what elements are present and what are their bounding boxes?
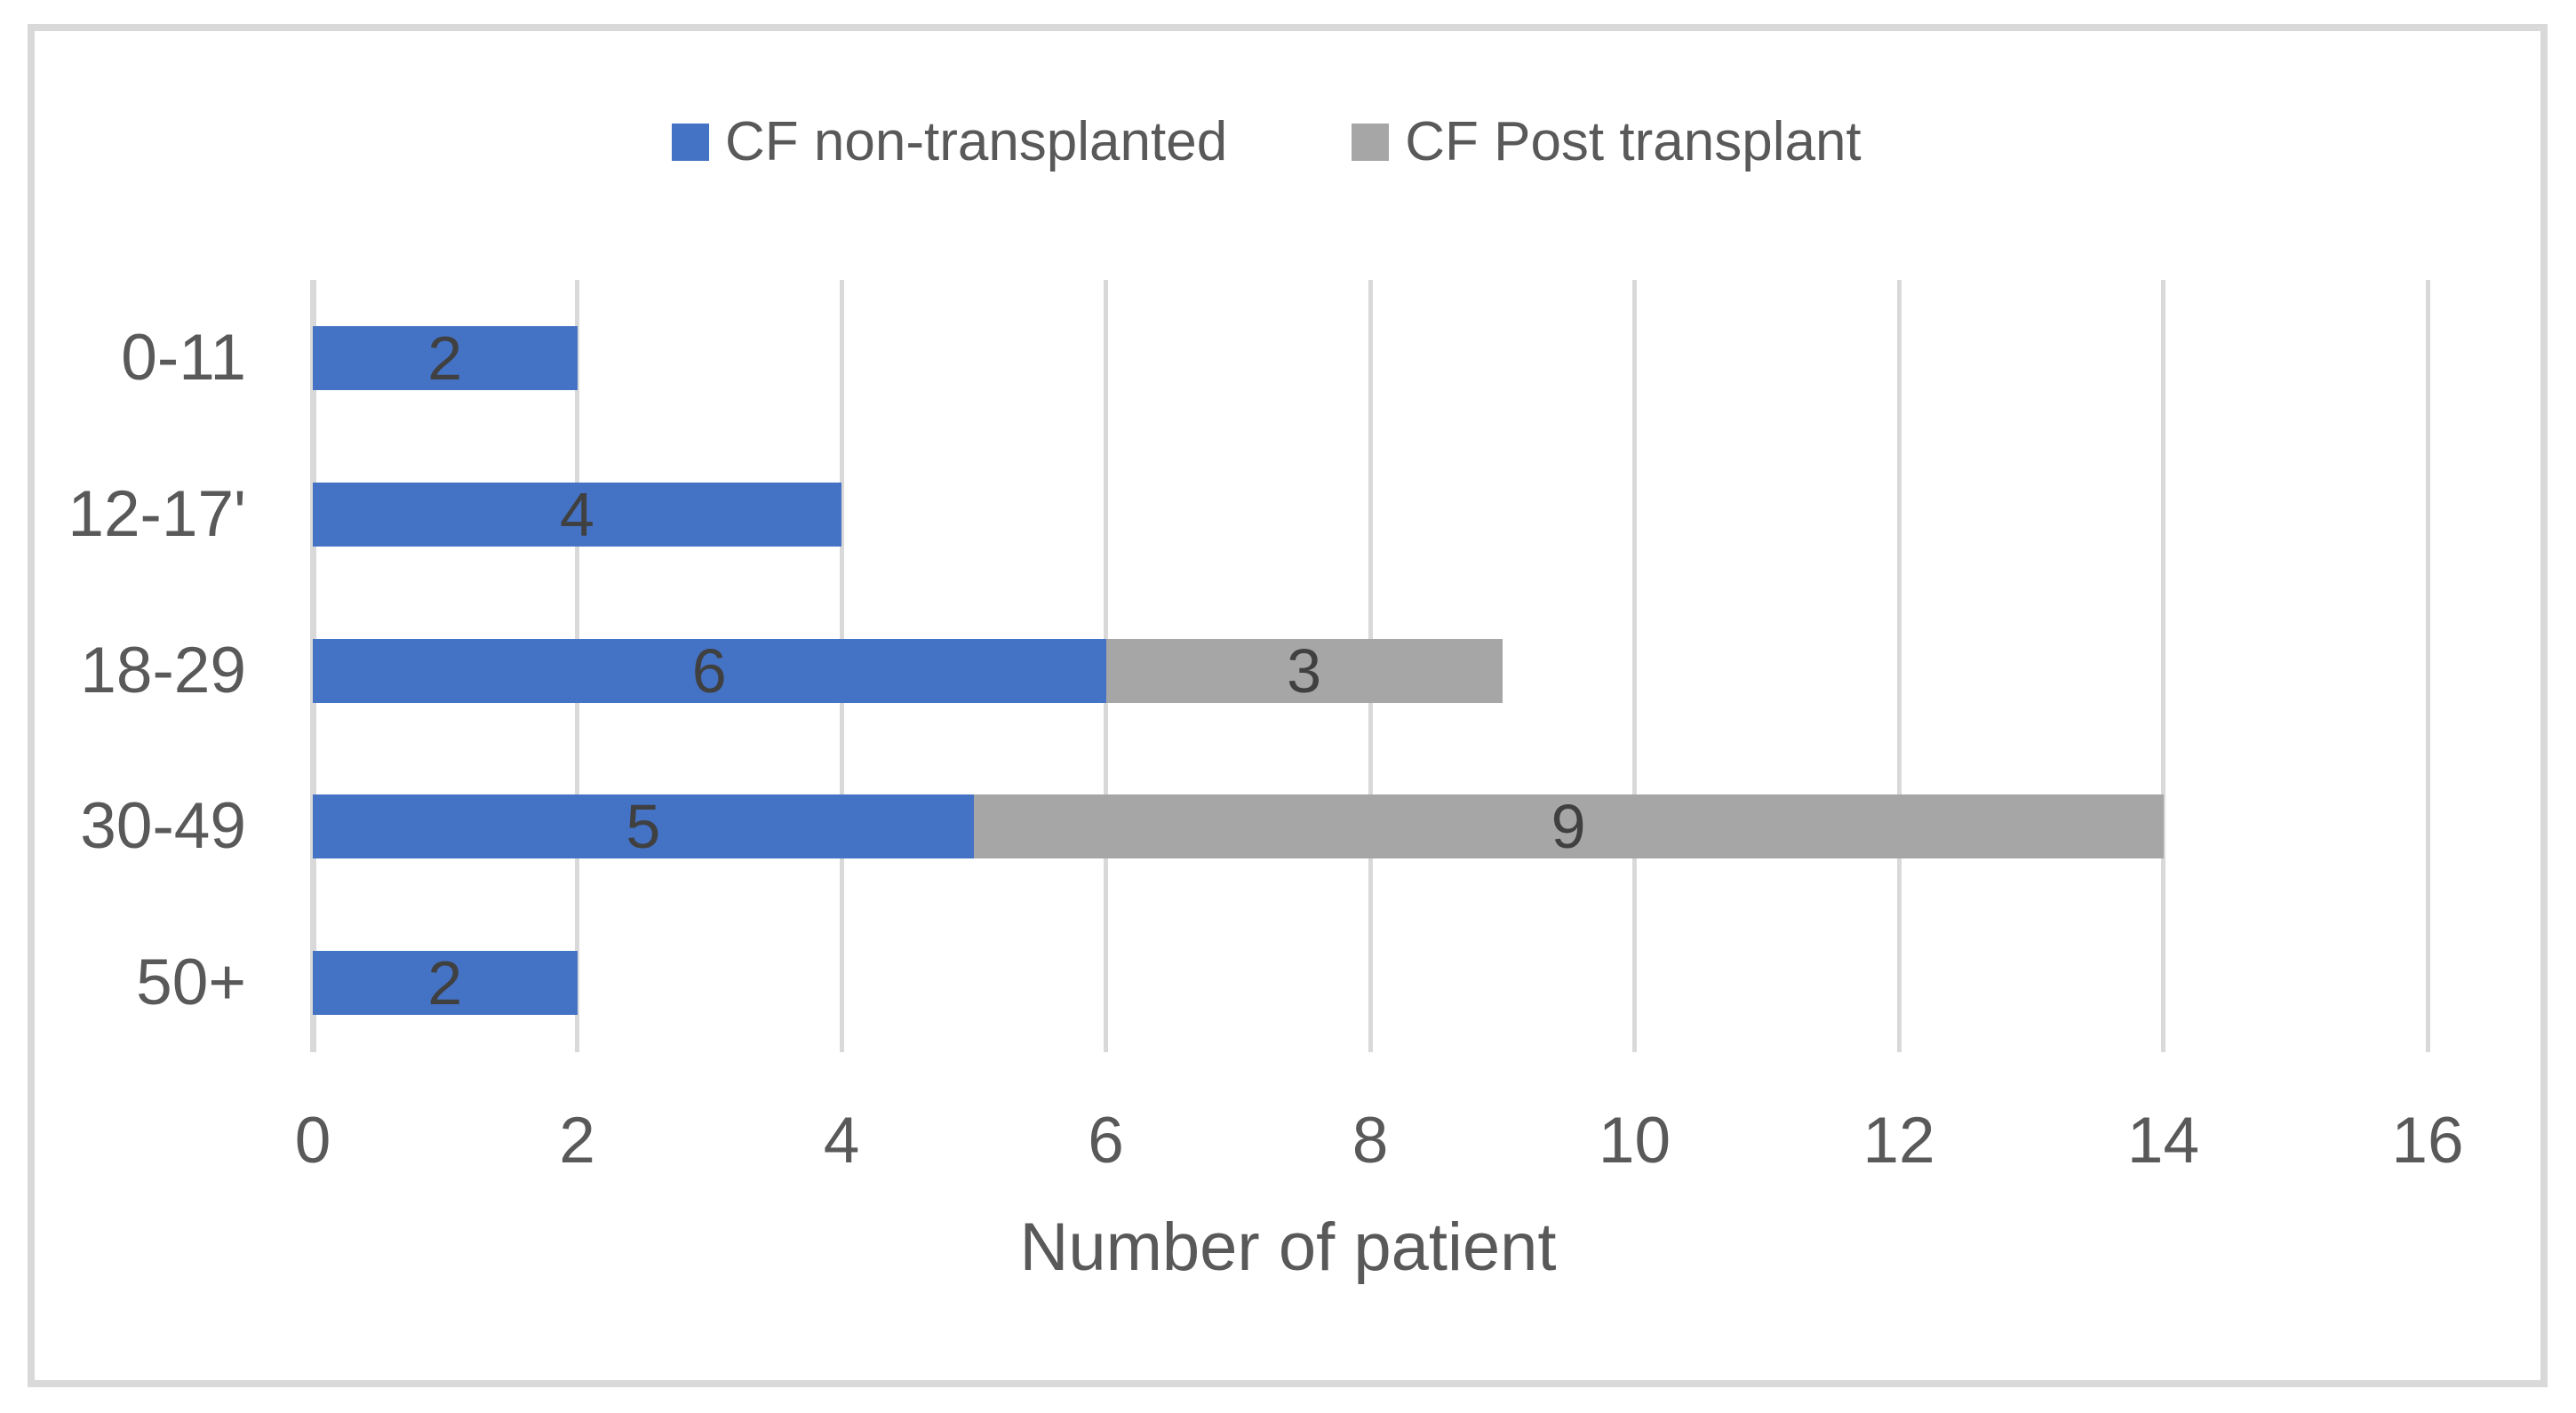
bar-segment-non-transplanted-row-4 bbox=[313, 794, 974, 859]
data-label: 2 bbox=[427, 948, 463, 1018]
bar-segment-non-transplanted-row-2 bbox=[313, 482, 841, 547]
category-label-5: 50+ bbox=[136, 946, 246, 1018]
legend-label-cf-post-transplant: CF Post transplant bbox=[1405, 111, 1862, 172]
x-tick-label-2: 2 bbox=[559, 1105, 595, 1177]
legend-swatch-gray-icon bbox=[1352, 123, 1390, 161]
x-tick-label-10: 10 bbox=[1598, 1105, 1671, 1177]
x-tick-label-6: 6 bbox=[1088, 1105, 1124, 1177]
legend-label-cf-non-transplanted: CF non-transplanted bbox=[725, 111, 1228, 172]
data-label: 3 bbox=[1287, 635, 1322, 706]
x-tick-label-12: 12 bbox=[1862, 1105, 1935, 1177]
x-tick-label-0: 0 bbox=[294, 1105, 331, 1177]
x-tick-label-8: 8 bbox=[1352, 1105, 1389, 1177]
chart-legend: CF non-transplanted CF Post transplant bbox=[672, 110, 1862, 173]
data-label: 2 bbox=[427, 323, 463, 393]
bar-segment-non-transplanted-row-1 bbox=[313, 326, 578, 390]
gridline-x-10 bbox=[1632, 280, 1637, 1052]
data-label: 6 bbox=[691, 635, 727, 706]
x-tick-label-4: 4 bbox=[823, 1105, 860, 1177]
legend-item-cf-non-transplanted: CF non-transplanted bbox=[672, 110, 1227, 173]
gridline-x-12 bbox=[1896, 280, 1902, 1052]
data-label: 9 bbox=[1551, 792, 1586, 862]
legend-item-cf-post-transplant: CF Post transplant bbox=[1352, 110, 1862, 173]
category-label-4: 30-49 bbox=[80, 790, 246, 863]
data-label: 5 bbox=[626, 792, 661, 862]
bar-segment-post-transplant-row-4 bbox=[973, 794, 2164, 859]
data-label: 4 bbox=[560, 479, 594, 549]
bar-segment-post-transplant-row-3 bbox=[1105, 638, 1503, 703]
bar-segment-non-transplanted-row-3 bbox=[313, 638, 1106, 703]
gridline-x-16 bbox=[2425, 280, 2430, 1052]
category-label-1: 0-11 bbox=[121, 322, 246, 394]
x-tick-label-14: 14 bbox=[2126, 1105, 2200, 1177]
category-label-3: 18-29 bbox=[80, 634, 246, 706]
legend-swatch-blue-icon bbox=[672, 123, 709, 161]
figure-border bbox=[28, 24, 2548, 1387]
bar-segment-non-transplanted-row-5 bbox=[313, 951, 578, 1015]
category-label-2: 12-17' bbox=[68, 477, 246, 550]
gridline-x-14 bbox=[2161, 280, 2165, 1052]
x-tick-label-16: 16 bbox=[2391, 1105, 2464, 1177]
x-axis-title: Number of patient bbox=[1019, 1209, 1557, 1285]
